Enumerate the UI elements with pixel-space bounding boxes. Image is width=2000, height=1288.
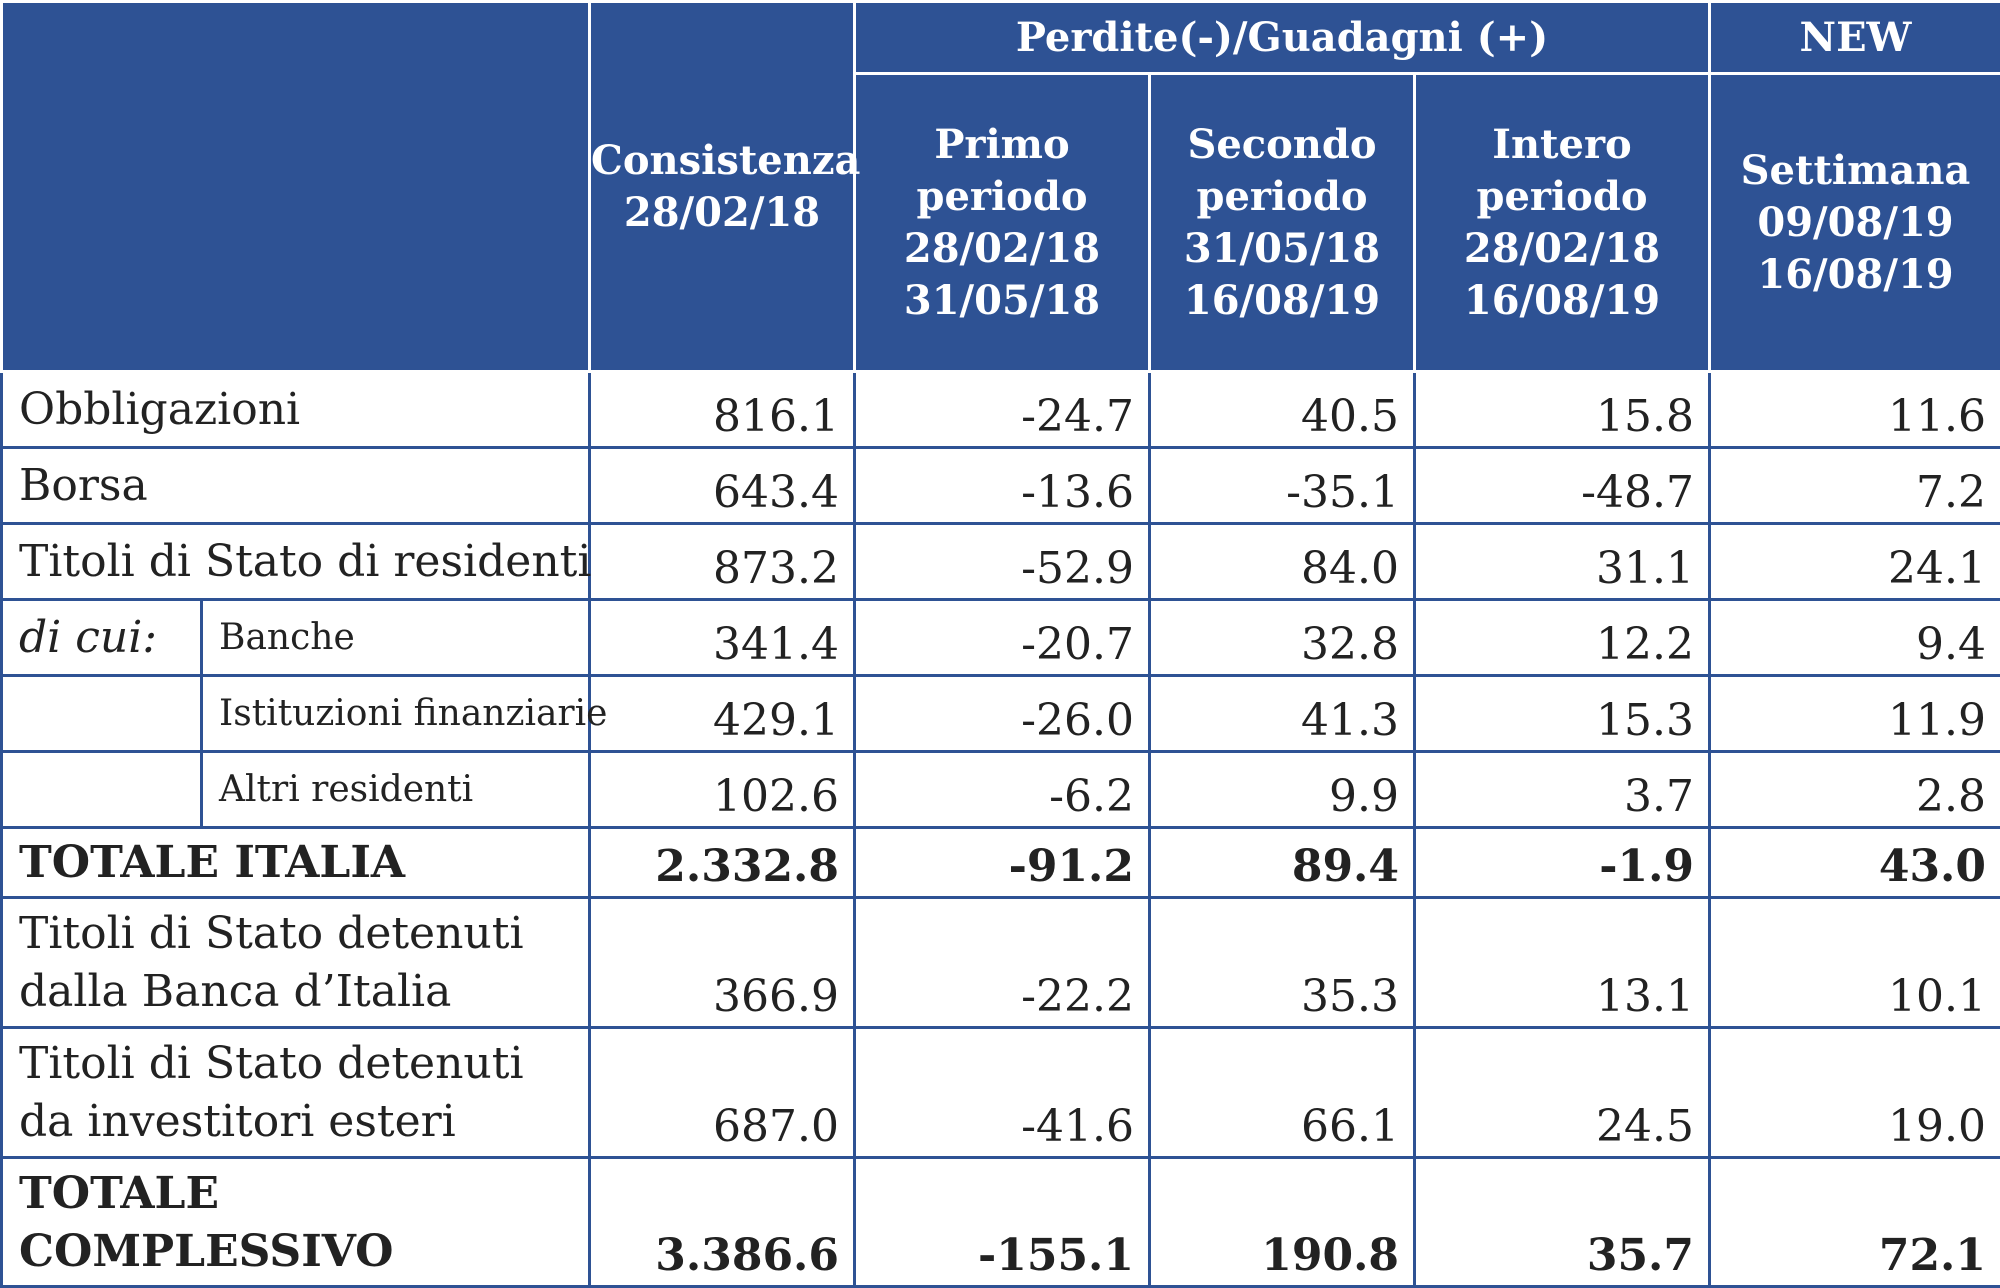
cell-value: 84.0 xyxy=(1150,524,1415,600)
cell-value: -1.9 xyxy=(1415,828,1710,898)
row-label: Altri residenti xyxy=(202,752,590,828)
cell-value: 15.8 xyxy=(1415,372,1710,448)
cell-value: -52.9 xyxy=(855,524,1150,600)
row-label: Titoli di Stato detenuti dalla Banca d’I… xyxy=(2,898,590,1028)
cell-value: 7.2 xyxy=(1710,448,2000,524)
row-label: Titoli di Stato detenuti da investitori … xyxy=(2,1028,590,1158)
cell-value: -20.7 xyxy=(855,600,1150,676)
cell-value: 429.1 xyxy=(590,676,855,752)
row-indent-cell xyxy=(2,752,202,828)
header-corner xyxy=(2,2,590,372)
table-row: Titoli di Stato detenuti dalla Banca d’I… xyxy=(2,898,2000,1028)
cell-value: -48.7 xyxy=(1415,448,1710,524)
cell-value: 13.1 xyxy=(1415,898,1710,1028)
cell-value: -24.7 xyxy=(855,372,1150,448)
cell-value: 366.9 xyxy=(590,898,855,1028)
cell-value: -22.2 xyxy=(855,898,1150,1028)
header-group-new: NEW xyxy=(1710,2,2000,74)
cell-value: -155.1 xyxy=(855,1158,1150,1287)
header-group-losses: Perdite(-)/Guadagni (+) xyxy=(855,2,1710,74)
cell-value: 190.8 xyxy=(1150,1158,1415,1287)
cell-value: -26.0 xyxy=(855,676,1150,752)
cell-value: 35.3 xyxy=(1150,898,1415,1028)
cell-value: 43.0 xyxy=(1710,828,2000,898)
row-indent-cell xyxy=(2,676,202,752)
cell-value: -91.2 xyxy=(855,828,1150,898)
cell-value: 643.4 xyxy=(590,448,855,524)
cell-value: 24.1 xyxy=(1710,524,2000,600)
cell-value: 66.1 xyxy=(1150,1028,1415,1158)
cell-value: 35.7 xyxy=(1415,1158,1710,1287)
cell-value: -35.1 xyxy=(1150,448,1415,524)
cell-value: 19.0 xyxy=(1710,1028,2000,1158)
cell-value: 9.9 xyxy=(1150,752,1415,828)
cell-value: 341.4 xyxy=(590,600,855,676)
row-label: Borsa xyxy=(2,448,590,524)
cell-value: 9.4 xyxy=(1710,600,2000,676)
cell-value: 2.332.8 xyxy=(590,828,855,898)
cell-value: 32.8 xyxy=(1150,600,1415,676)
cell-value: -13.6 xyxy=(855,448,1150,524)
row-label: Istituzioni finanziarie xyxy=(202,676,590,752)
table-row: Titoli di Stato detenuti da investitori … xyxy=(2,1028,2000,1158)
cell-value: 10.1 xyxy=(1710,898,2000,1028)
cell-value: -41.6 xyxy=(855,1028,1150,1158)
row-label: Banche xyxy=(202,600,590,676)
cell-value: 102.6 xyxy=(590,752,855,828)
cell-value: 816.1 xyxy=(590,372,855,448)
cell-value: 31.1 xyxy=(1415,524,1710,600)
cell-value: 687.0 xyxy=(590,1028,855,1158)
cell-value: -6.2 xyxy=(855,752,1150,828)
di-cui-label: di cui: xyxy=(2,600,202,676)
row-label: TOTALE ITALIA xyxy=(2,828,590,898)
cell-value: 89.4 xyxy=(1150,828,1415,898)
cell-value: 2.8 xyxy=(1710,752,2000,828)
cell-value: 3.7 xyxy=(1415,752,1710,828)
cell-value: 15.3 xyxy=(1415,676,1710,752)
cell-value: 72.1 xyxy=(1710,1158,2000,1287)
cell-value: 3.386.6 xyxy=(590,1158,855,1287)
cell-value: 11.6 xyxy=(1710,372,2000,448)
cell-value: 40.5 xyxy=(1150,372,1415,448)
cell-value: 11.9 xyxy=(1710,676,2000,752)
cell-value: 12.2 xyxy=(1415,600,1710,676)
cell-value: 41.3 xyxy=(1150,676,1415,752)
cell-value: 24.5 xyxy=(1415,1028,1710,1158)
row-label: Obbligazioni xyxy=(2,372,590,448)
cell-value: 873.2 xyxy=(590,524,855,600)
row-label: Titoli di Stato di residenti xyxy=(2,524,590,600)
